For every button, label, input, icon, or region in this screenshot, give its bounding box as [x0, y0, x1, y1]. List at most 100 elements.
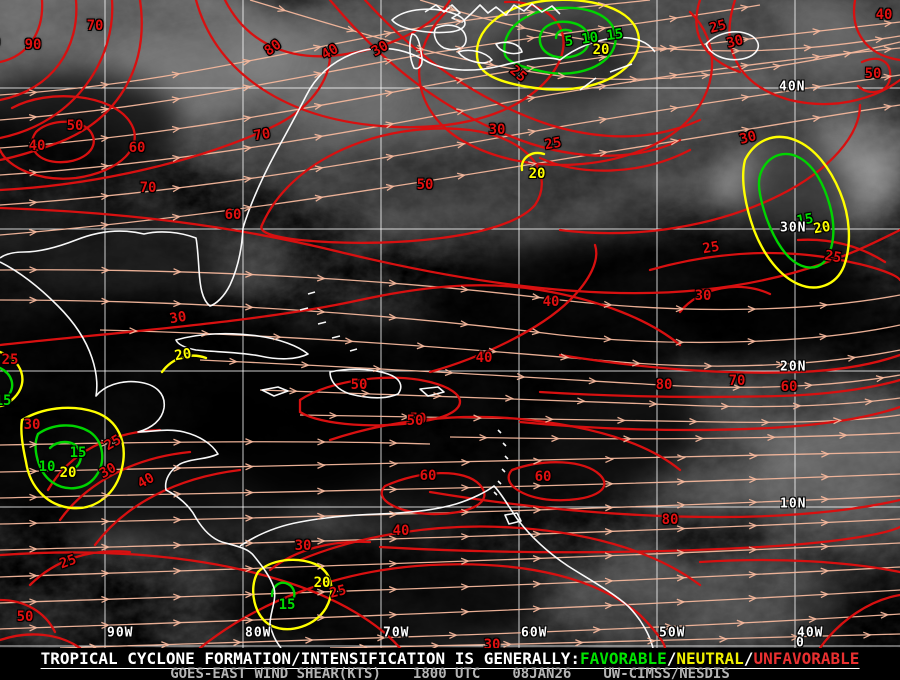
arrowhead-icon	[839, 431, 849, 440]
arrowhead-icon	[460, 285, 470, 293]
arrowhead-icon	[675, 305, 685, 313]
arrowhead-icon	[172, 154, 182, 162]
arrowhead-icon	[245, 463, 255, 471]
arrowhead-icon	[631, 359, 642, 367]
arrowhead-icon	[820, 473, 830, 481]
arrowhead-icon	[604, 602, 614, 610]
arrowhead-icon	[301, 361, 311, 369]
arrowhead-icon	[401, 413, 411, 421]
arrowhead-icon	[532, 530, 542, 538]
arrowhead-icon	[317, 537, 327, 545]
arrowhead-icon	[314, 194, 324, 202]
arrowhead-icon	[597, 1, 607, 9]
arrowhead-icon	[29, 545, 39, 553]
arrowhead-icon	[460, 557, 470, 565]
arrowhead-icon	[659, 44, 669, 52]
arrowhead-icon	[812, 83, 822, 91]
arrowhead-icon	[532, 506, 542, 514]
arrowhead-icon	[460, 608, 470, 616]
arrowhead-icon	[740, 62, 750, 70]
arrowhead-icon	[389, 510, 399, 518]
arrowhead-icon	[461, 508, 470, 516]
arrowhead-icon	[277, 5, 287, 13]
arrowhead-icon	[741, 126, 751, 134]
arrowhead-icon	[377, 634, 386, 642]
arrowhead-icon	[843, 50, 853, 58]
arrowhead-icon	[245, 270, 255, 278]
arrowhead-icon	[748, 522, 758, 530]
arrowhead-icon	[245, 616, 254, 624]
arrowhead-icon	[100, 192, 110, 201]
arrowhead-icon	[314, 165, 324, 173]
arrowhead-icon	[173, 593, 183, 601]
product-time: 1800 UTC	[412, 666, 481, 680]
product-info-line: GOES-EAST WIND SHEAR(KTS) 1800 UTC 08JAN…	[0, 666, 900, 680]
slash: /	[743, 649, 754, 668]
arrowhead-icon	[245, 438, 255, 446]
arrowhead-icon	[171, 96, 181, 104]
arrowhead-icon	[171, 125, 182, 134]
arrowhead-icon	[173, 541, 183, 549]
arrowhead-icon	[431, 642, 441, 648]
arrowhead-icon	[576, 397, 586, 405]
arrowhead-icon	[473, 414, 483, 422]
arrowhead-icon	[329, 411, 339, 420]
arrowhead-icon	[748, 571, 758, 579]
arrowhead-icon	[173, 464, 183, 472]
arrowhead-icon	[748, 546, 758, 554]
arrowhead-icon	[488, 347, 498, 355]
arrowhead-icon	[245, 539, 255, 547]
arrowhead-icon	[173, 268, 183, 276]
arrowhead-icon	[676, 525, 686, 533]
arrowhead-icon	[526, 64, 536, 73]
arrowhead-icon	[388, 560, 398, 568]
arrowhead-icon	[245, 565, 255, 573]
arrowhead-icon	[172, 213, 182, 221]
arrowhead-icon	[317, 487, 327, 495]
arrowhead-icon	[243, 175, 253, 183]
arrowhead-icon	[101, 266, 111, 274]
arrowhead-icon	[791, 633, 801, 641]
arrowhead-icon	[385, 121, 395, 129]
map-graphics	[0, 0, 900, 648]
arrowhead-icon	[101, 466, 111, 474]
arrowhead-icon	[101, 569, 111, 578]
unfavorable-label: UNFAVORABLE	[753, 649, 860, 668]
arrowhead-icon	[460, 533, 470, 541]
arrowhead-icon	[560, 353, 570, 361]
arrowhead-icon	[447, 5, 457, 13]
arrowhead-icon	[456, 172, 467, 180]
arrowhead-icon	[305, 636, 315, 644]
arrowhead-icon	[532, 605, 542, 613]
arrowhead-icon	[383, 30, 393, 38]
arrowhead-icon	[647, 637, 657, 645]
arrowhead-icon	[372, 364, 382, 373]
arrowhead-icon	[346, 25, 356, 33]
arrowhead-icon	[460, 583, 470, 591]
arrowhead-icon	[100, 106, 110, 114]
arrowhead-icon	[767, 433, 777, 442]
headline: TROPICAL CYCLONE FORMATION/INTENSIFICATI…	[40, 649, 860, 669]
arrowhead-icon	[385, 153, 395, 161]
arrowhead-icon	[533, 482, 543, 490]
arrowhead-icon	[588, 36, 598, 44]
arrowhead-icon	[173, 516, 183, 524]
arrowhead-icon	[243, 145, 253, 153]
arrowhead-icon	[675, 338, 685, 346]
arrowhead-icon	[461, 484, 471, 492]
arrowhead-icon	[660, 381, 670, 389]
arrowhead-icon	[317, 438, 327, 446]
arrowhead-icon	[456, 141, 466, 149]
arrowhead-icon	[731, 47, 741, 55]
arrowhead-icon	[629, 75, 639, 83]
arrowhead-icon	[28, 113, 39, 122]
arrowhead-icon	[804, 381, 814, 390]
arrowhead-icon	[29, 467, 39, 475]
arrowhead-icon	[29, 493, 39, 501]
arrowhead-icon	[847, 354, 857, 362]
arrowhead-icon	[820, 450, 830, 458]
arrowhead-icon	[676, 549, 686, 557]
product-date: 08JAN26	[512, 666, 572, 680]
arrowhead-icon	[863, 631, 872, 639]
arrowhead-icon	[526, 95, 537, 103]
